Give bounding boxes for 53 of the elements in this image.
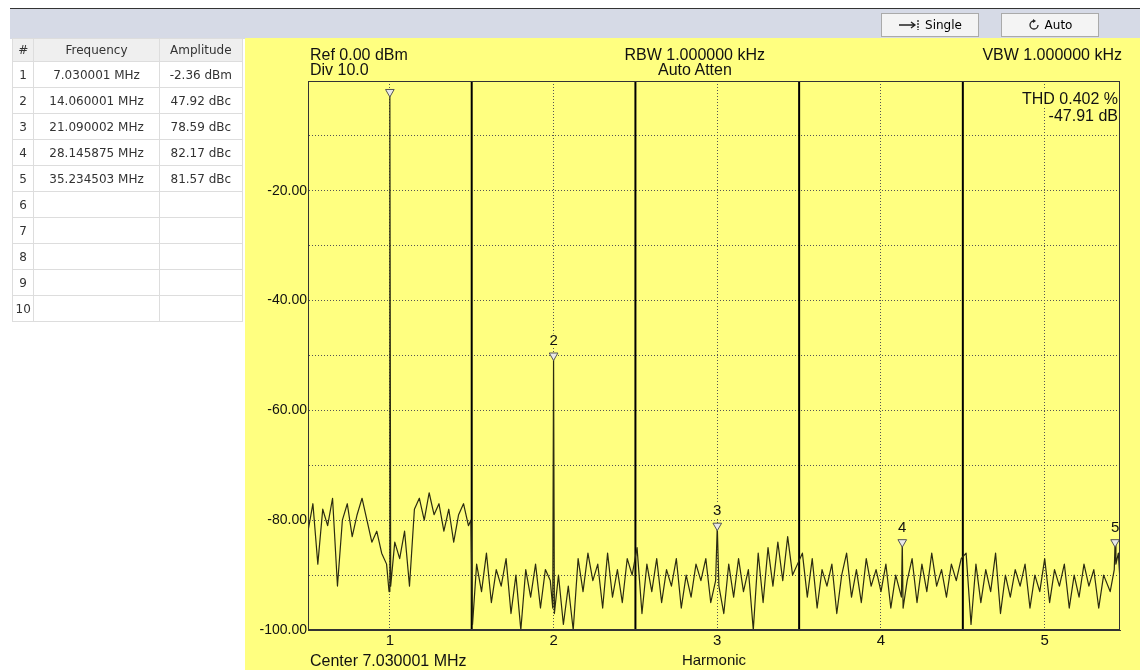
y-tick-label: -20.00	[267, 181, 308, 198]
text: 10	[12, 295, 34, 322]
text: Single	[925, 18, 962, 32]
text: Center 7.030001 MHz	[310, 652, 467, 669]
text: 7	[12, 217, 34, 244]
x-tick-label: 2	[549, 631, 558, 649]
annotation: THD 0.402 %	[1021, 90, 1118, 107]
text: Div 10.0	[310, 61, 369, 78]
y-tick-label: -80.00	[267, 511, 308, 528]
annotation: 2	[549, 331, 558, 349]
text: 8	[12, 243, 34, 270]
y-tick-label: -60.00	[267, 401, 308, 418]
annotation: 3	[713, 501, 722, 519]
x-tick-label: 3	[713, 631, 722, 649]
y-tick-label: -100.00	[259, 620, 308, 637]
point	[897, 539, 908, 548]
text: Ref 0.00 dBm	[310, 46, 408, 63]
text: 81.57 dBc	[159, 165, 243, 192]
text: 28.145875 MHz	[33, 139, 160, 166]
point	[712, 522, 723, 532]
text: 6	[12, 191, 34, 218]
text: 2	[12, 87, 34, 114]
text: Auto	[1044, 18, 1073, 32]
text: Amplitude	[159, 38, 243, 62]
point	[1110, 539, 1120, 548]
text: #	[12, 38, 34, 62]
x-tick-label: 1	[385, 631, 395, 649]
text: VBW 1.000000 kHz	[982, 46, 1122, 63]
x-tick-label: 5	[1040, 631, 1049, 649]
text: 9	[12, 269, 34, 296]
text: 7.030001 MHz	[33, 61, 160, 88]
text: 82.17 dBc	[159, 139, 243, 166]
text: 21.090002 MHz	[33, 113, 160, 140]
text: Auto Atten	[658, 61, 732, 78]
y-tick-label: -40.00	[267, 291, 308, 308]
text: Frequency	[33, 38, 160, 62]
point	[548, 352, 559, 361]
text: 47.92 dBc	[159, 87, 243, 114]
annotation: 4	[898, 517, 907, 535]
annotation: 5	[1110, 517, 1120, 535]
text: 5	[12, 165, 34, 192]
text: 1	[12, 61, 34, 88]
text: 3	[12, 113, 34, 140]
text: RBW 1.000000 kHz	[624, 46, 766, 63]
text: -2.36 dBm	[159, 61, 243, 88]
x-axis-title: Harmonic	[681, 651, 747, 669]
text: 14.060001 MHz	[33, 87, 160, 114]
x-tick-label: 4	[876, 631, 886, 649]
text: 35.234503 MHz	[33, 165, 160, 192]
text: 4	[12, 139, 34, 166]
annotation: -47.91 dB	[1048, 107, 1118, 124]
point	[385, 88, 395, 98]
text: 78.59 dBc	[159, 113, 243, 140]
